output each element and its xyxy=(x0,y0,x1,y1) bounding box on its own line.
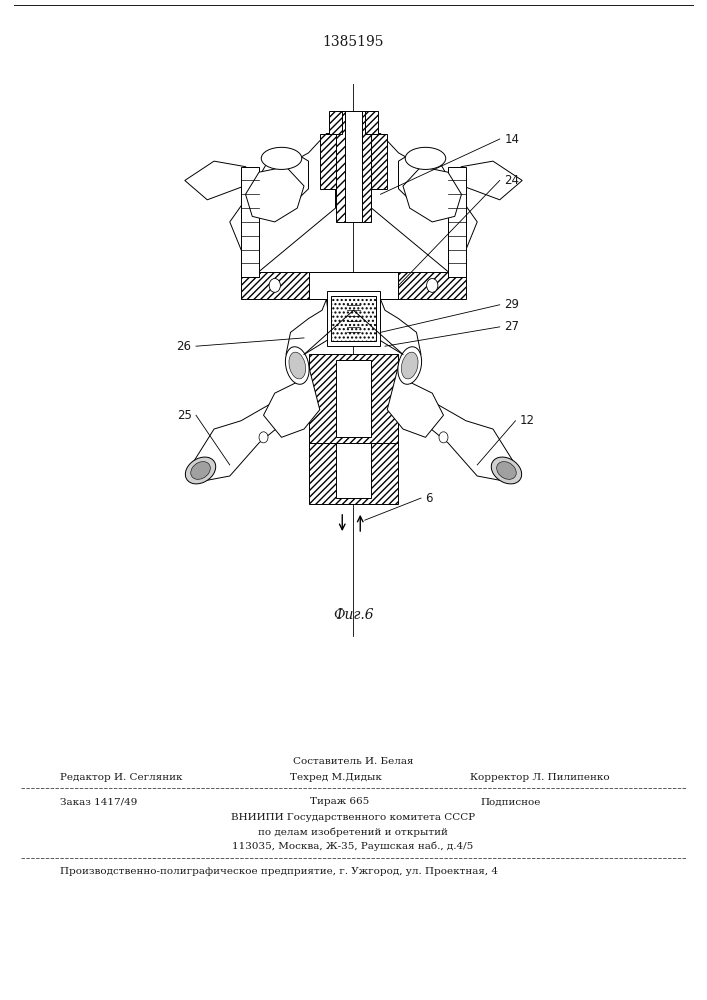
Polygon shape xyxy=(403,167,462,222)
Text: Заказ 1417/49: Заказ 1417/49 xyxy=(60,798,137,806)
Circle shape xyxy=(269,279,281,292)
Polygon shape xyxy=(371,134,387,189)
Text: Корректор Л. Пилипенко: Корректор Л. Пилипенко xyxy=(470,774,609,782)
Polygon shape xyxy=(245,167,304,222)
Bar xyxy=(241,272,466,299)
Polygon shape xyxy=(387,366,443,437)
Ellipse shape xyxy=(491,457,522,484)
Polygon shape xyxy=(376,299,421,354)
Circle shape xyxy=(259,432,268,443)
Circle shape xyxy=(439,432,448,443)
Polygon shape xyxy=(252,150,308,211)
Bar xyxy=(329,111,342,134)
Bar xyxy=(331,296,376,341)
Text: 1385195: 1385195 xyxy=(322,35,384,49)
Polygon shape xyxy=(399,150,455,211)
Text: по делам изобретений и открытий: по делам изобретений и открытий xyxy=(258,827,448,837)
Ellipse shape xyxy=(289,352,305,379)
Bar xyxy=(308,443,399,504)
Polygon shape xyxy=(192,401,286,482)
Circle shape xyxy=(426,279,438,292)
Ellipse shape xyxy=(191,462,210,479)
Ellipse shape xyxy=(405,147,445,169)
Text: 14: 14 xyxy=(504,133,519,146)
Text: Фиг.6: Фиг.6 xyxy=(333,608,374,622)
Bar xyxy=(344,111,363,222)
Bar xyxy=(327,291,380,346)
Text: Тираж 665: Тираж 665 xyxy=(310,798,369,806)
Bar xyxy=(336,111,344,222)
Text: ВНИИПИ Государственного комитета СССР: ВНИИПИ Государственного комитета СССР xyxy=(231,814,475,822)
Text: 26: 26 xyxy=(177,340,192,353)
Bar xyxy=(308,354,399,443)
Bar xyxy=(365,111,378,134)
Polygon shape xyxy=(320,134,336,189)
Ellipse shape xyxy=(398,347,421,384)
Text: 12: 12 xyxy=(520,414,535,427)
Polygon shape xyxy=(264,366,320,437)
Text: 113035, Москва, Ж-35, Раушская наб., д.4/5: 113035, Москва, Ж-35, Раушская наб., д.4… xyxy=(233,841,474,851)
Text: Производственно-полиграфическое предприятие, г. Ужгород, ул. Проектная, 4: Производственно-полиграфическое предприя… xyxy=(60,867,498,876)
Polygon shape xyxy=(286,299,331,354)
Bar xyxy=(363,111,371,222)
Bar xyxy=(336,360,371,437)
Polygon shape xyxy=(185,161,259,200)
Text: 29: 29 xyxy=(504,298,519,311)
Bar xyxy=(241,167,259,277)
Polygon shape xyxy=(421,401,515,482)
Text: 6: 6 xyxy=(426,492,433,505)
Polygon shape xyxy=(371,134,477,277)
Polygon shape xyxy=(448,161,522,200)
Text: 24: 24 xyxy=(504,174,519,187)
Text: 27: 27 xyxy=(504,320,519,333)
Text: Составитель И. Белая: Составитель И. Белая xyxy=(293,758,414,766)
Text: 25: 25 xyxy=(177,409,192,422)
Bar xyxy=(308,272,399,299)
Text: Подписное: Подписное xyxy=(480,798,540,806)
Ellipse shape xyxy=(286,347,309,384)
Ellipse shape xyxy=(185,457,216,484)
Bar xyxy=(336,443,371,498)
Ellipse shape xyxy=(262,147,302,169)
Text: Редактор И. Сегляник: Редактор И. Сегляник xyxy=(60,774,182,782)
Ellipse shape xyxy=(497,462,516,479)
Text: Техред М.Дидык: Техред М.Дидык xyxy=(290,774,382,782)
Polygon shape xyxy=(230,134,336,277)
Ellipse shape xyxy=(402,352,418,379)
Bar xyxy=(448,167,466,277)
